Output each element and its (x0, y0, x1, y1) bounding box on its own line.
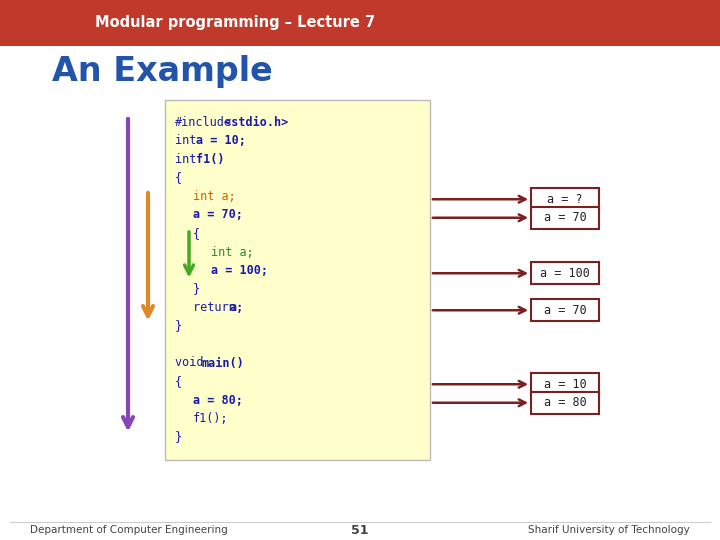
Text: a = 70: a = 70 (544, 303, 586, 317)
Text: {: { (175, 375, 182, 388)
Text: void: void (175, 356, 211, 369)
Text: int: int (175, 134, 204, 147)
Text: }: } (175, 320, 182, 333)
Text: f1(): f1() (196, 153, 225, 166)
Text: }: } (175, 430, 182, 443)
Text: main(): main() (202, 356, 244, 369)
Text: return: return (193, 301, 243, 314)
Text: int a;: int a; (193, 190, 235, 203)
Text: a = 80;: a = 80; (193, 394, 243, 407)
Text: 51: 51 (351, 523, 369, 537)
Text: a = 80: a = 80 (544, 396, 586, 409)
Bar (531, 188, 599, 210)
Bar (531, 392, 599, 414)
Text: {: { (193, 227, 200, 240)
Text: An Example: An Example (52, 56, 273, 89)
Text: Modular programming – Lecture 7: Modular programming – Lecture 7 (95, 16, 375, 30)
Bar (531, 373, 599, 395)
Bar (0, 0, 720, 46)
Text: {: { (175, 172, 182, 185)
Text: }: } (193, 282, 200, 295)
Bar (531, 207, 599, 229)
Text: f1();: f1(); (193, 412, 229, 425)
Text: a = 100: a = 100 (540, 267, 590, 280)
Text: a = 70: a = 70 (544, 211, 586, 224)
Text: a = ?: a = ? (547, 193, 582, 206)
Text: a = 70;: a = 70; (193, 208, 243, 221)
Text: int a;: int a; (211, 246, 253, 259)
Text: Department of Computer Engineering: Department of Computer Engineering (30, 525, 228, 535)
Text: <stdio.h>: <stdio.h> (217, 116, 289, 129)
Text: int: int (175, 153, 204, 166)
Bar (165, 100, 430, 460)
Bar (531, 299, 599, 321)
Text: Sharif University of Technology: Sharif University of Technology (528, 525, 690, 535)
Text: a = 10;: a = 10; (196, 134, 246, 147)
Bar (531, 262, 599, 284)
Text: a;: a; (230, 301, 244, 314)
Text: #include: #include (175, 116, 232, 129)
Text: a = 10: a = 10 (544, 378, 586, 391)
Text: a = 100;: a = 100; (211, 264, 268, 277)
